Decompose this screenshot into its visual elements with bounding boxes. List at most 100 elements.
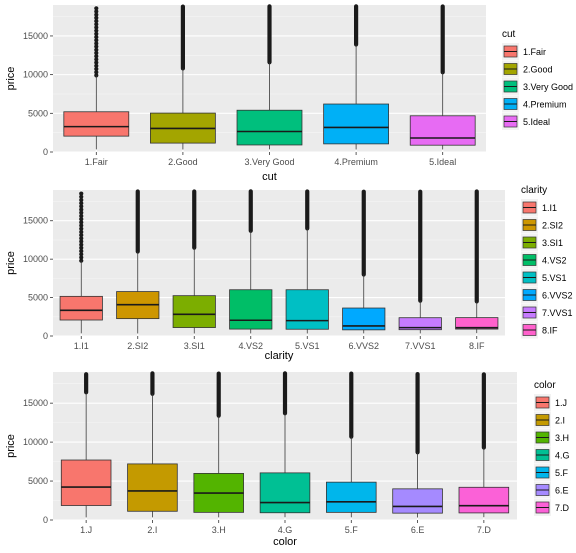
box-6.E bbox=[392, 372, 443, 518]
outlier-point bbox=[94, 34, 99, 40]
box-body bbox=[409, 115, 476, 146]
x-tick-label: 3.H bbox=[212, 525, 226, 535]
outlier-point bbox=[94, 66, 99, 72]
legend-title: cut bbox=[502, 29, 516, 40]
y-tick-label: 15000 bbox=[23, 31, 48, 41]
outlier-point bbox=[94, 22, 99, 27]
legend-label: 5.F bbox=[555, 468, 569, 478]
outlier-point bbox=[79, 255, 84, 260]
outlier-point bbox=[79, 204, 84, 209]
box-5.Ideal bbox=[409, 4, 476, 150]
legend-label: 5.VS1 bbox=[542, 273, 567, 283]
outlier-point bbox=[94, 60, 99, 65]
y-axis-title: price bbox=[5, 67, 17, 91]
box-body bbox=[458, 486, 510, 514]
box-body bbox=[285, 289, 329, 330]
x-tick-label: 1.I1 bbox=[74, 341, 89, 351]
box-5.F bbox=[326, 371, 377, 518]
x-tick-label: 4.VS2 bbox=[238, 341, 263, 351]
outlier-point bbox=[94, 57, 99, 62]
outlier-point bbox=[94, 9, 99, 14]
outlier-point bbox=[94, 12, 99, 17]
outlier-point bbox=[94, 41, 99, 46]
legend-cut: cut 1.Fair 2.Good 3.Very Good 4.Premium 5.Ide… bbox=[502, 29, 573, 130]
box-body bbox=[229, 289, 273, 330]
box-body bbox=[236, 109, 303, 146]
box-body bbox=[60, 459, 112, 506]
outlier-point bbox=[94, 6, 99, 11]
y-tick-label: 15000 bbox=[23, 216, 48, 226]
box-1.J bbox=[60, 372, 112, 518]
x-tick-label: 4.Premium bbox=[334, 157, 378, 167]
legend-label: 5.Ideal bbox=[523, 117, 550, 127]
legend-label: 8.IF bbox=[542, 326, 558, 336]
box-4.G bbox=[259, 371, 311, 518]
legend-label: 2.I bbox=[555, 416, 565, 426]
y-tick-label: 0 bbox=[43, 331, 48, 341]
x-axis-title: color bbox=[273, 536, 297, 548]
outlier-point bbox=[79, 249, 84, 254]
box-body bbox=[326, 481, 377, 513]
outlier-point bbox=[79, 213, 84, 219]
outlier-point bbox=[79, 191, 84, 196]
box-body bbox=[455, 317, 499, 330]
outlier-point bbox=[79, 201, 84, 206]
x-tick-label: 6.VVS2 bbox=[348, 341, 379, 351]
box-body bbox=[172, 295, 216, 328]
box-7.D bbox=[458, 372, 510, 518]
box-body bbox=[259, 472, 311, 514]
outlier-point bbox=[79, 239, 84, 244]
x-axis-title: cut bbox=[262, 171, 277, 183]
x-tick-label: 4.G bbox=[278, 525, 293, 535]
box-7.VVS1 bbox=[398, 189, 442, 334]
box-body bbox=[342, 307, 386, 331]
legend-label: 3.H bbox=[555, 433, 569, 443]
legend-label: 3.Very Good bbox=[523, 82, 573, 92]
y-tick-label: 0 bbox=[43, 515, 48, 525]
box-5.VS1 bbox=[285, 189, 329, 334]
outlier-point bbox=[79, 236, 84, 241]
box-3.Very Good bbox=[236, 4, 303, 150]
y-tick-label: 5000 bbox=[28, 108, 48, 118]
outlier-point bbox=[94, 70, 99, 75]
outlier-point bbox=[79, 223, 84, 228]
box-body bbox=[127, 463, 178, 512]
outlier-point bbox=[79, 242, 84, 247]
x-tick-label: 2.I bbox=[147, 525, 157, 535]
outlier-point bbox=[79, 252, 84, 257]
box-body bbox=[392, 488, 443, 514]
outlier-point bbox=[94, 47, 99, 52]
outlier-point bbox=[94, 15, 99, 21]
outlier-point bbox=[94, 63, 99, 68]
y-tick-label: 10000 bbox=[23, 437, 48, 447]
outlier-point bbox=[94, 54, 99, 59]
box-body bbox=[323, 103, 389, 145]
chart-panel-cut: 0 5000 10000 15000 1.Fair 2.Good 3.Very Good 4.… bbox=[5, 4, 573, 183]
outlier-point bbox=[79, 210, 84, 215]
x-tick-label: 5.Ideal bbox=[429, 157, 456, 167]
outlier-point bbox=[94, 28, 99, 33]
chart-panel-clarity: 0 5000 10000 15000 1.I1 2.SI2 3.SI1 4.VS2 5.VS1 6… bbox=[5, 185, 573, 362]
x-tick-label: 1.Fair bbox=[85, 157, 108, 167]
legend-title: color bbox=[534, 380, 556, 391]
x-axis-title: clarity bbox=[265, 350, 294, 362]
outlier-point bbox=[79, 245, 84, 251]
legend-label: 4.Premium bbox=[523, 100, 567, 110]
legend-label: 1.Fair bbox=[523, 47, 546, 57]
outlier-point bbox=[79, 229, 84, 235]
legend-label: 4.VS2 bbox=[542, 256, 567, 266]
outlier-point bbox=[94, 25, 99, 30]
x-tick-label: 1.J bbox=[80, 525, 92, 535]
y-tick-label: 10000 bbox=[23, 254, 48, 264]
box-2.I bbox=[127, 371, 178, 518]
x-tick-label: 3.SI1 bbox=[184, 341, 205, 351]
outlier-point bbox=[79, 207, 84, 212]
outlier-point bbox=[79, 217, 84, 222]
outlier-point bbox=[94, 50, 99, 56]
legend-clarity: clarity 1.I1 2.SI2 3.SI1 4.VS2 5.VS1 6.VVS2 7.V… bbox=[521, 185, 573, 339]
x-tick-label: 7.D bbox=[477, 525, 492, 535]
box-3.H bbox=[193, 371, 244, 518]
box-1.I1 bbox=[59, 191, 103, 334]
